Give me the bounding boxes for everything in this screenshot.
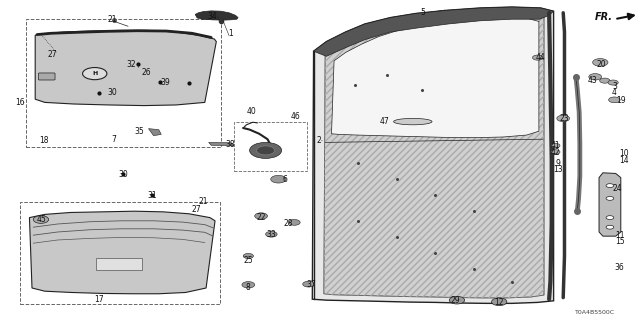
Text: 8: 8 — [246, 284, 251, 292]
Text: 25: 25 — [243, 256, 253, 265]
Circle shape — [593, 59, 608, 66]
Polygon shape — [332, 18, 539, 138]
Circle shape — [449, 296, 465, 304]
Text: 32: 32 — [126, 60, 136, 68]
Text: 45: 45 — [36, 215, 47, 224]
Text: 43: 43 — [587, 76, 597, 84]
Circle shape — [551, 143, 560, 148]
Text: 44: 44 — [536, 53, 546, 62]
Text: 39: 39 — [160, 78, 170, 87]
Text: 1: 1 — [228, 29, 233, 38]
Text: 6: 6 — [282, 175, 287, 184]
Text: 19: 19 — [616, 96, 626, 105]
Text: 7: 7 — [111, 135, 116, 144]
Text: 18: 18 — [39, 136, 48, 145]
Text: 24: 24 — [612, 184, 623, 193]
Polygon shape — [35, 30, 216, 106]
Text: 12: 12 — [495, 298, 504, 307]
Text: FR.: FR. — [595, 12, 613, 22]
Circle shape — [257, 146, 275, 155]
Polygon shape — [195, 11, 238, 20]
Circle shape — [255, 213, 268, 219]
Text: 10: 10 — [619, 149, 629, 158]
Text: 27: 27 — [191, 205, 202, 214]
Text: 21: 21 — [108, 15, 116, 24]
Circle shape — [589, 74, 602, 80]
Polygon shape — [312, 7, 554, 303]
Ellipse shape — [394, 118, 432, 125]
Text: 35: 35 — [134, 127, 144, 136]
Bar — [20, 202, 220, 304]
Polygon shape — [324, 12, 544, 298]
Text: 30: 30 — [107, 88, 117, 97]
Text: 4: 4 — [612, 88, 617, 97]
Text: 3: 3 — [612, 82, 617, 91]
Circle shape — [83, 68, 107, 80]
Text: 26: 26 — [141, 68, 151, 76]
Bar — [26, 19, 221, 147]
Polygon shape — [599, 173, 621, 236]
Circle shape — [303, 281, 314, 287]
Text: 37: 37 — [307, 280, 317, 289]
Text: H: H — [92, 71, 97, 76]
Text: 15: 15 — [614, 237, 625, 246]
Polygon shape — [209, 142, 234, 146]
Circle shape — [492, 298, 507, 306]
Text: 14: 14 — [619, 156, 629, 164]
Text: 21: 21 — [198, 197, 207, 206]
Text: 9: 9 — [556, 159, 561, 168]
Text: 46: 46 — [291, 112, 301, 121]
Circle shape — [606, 225, 614, 229]
Polygon shape — [148, 129, 161, 136]
Text: 33: 33 — [266, 230, 276, 239]
Text: 17: 17 — [94, 295, 104, 304]
Circle shape — [532, 55, 543, 60]
Circle shape — [266, 231, 277, 237]
Text: 38: 38 — [225, 140, 236, 148]
Circle shape — [606, 216, 614, 220]
Text: 13: 13 — [553, 165, 563, 174]
Text: T0A4B5500C: T0A4B5500C — [575, 309, 615, 315]
Text: 20: 20 — [596, 60, 607, 68]
Circle shape — [557, 115, 570, 122]
Circle shape — [242, 282, 255, 288]
Text: 16: 16 — [15, 98, 26, 107]
Circle shape — [606, 184, 614, 188]
Text: 40: 40 — [246, 107, 257, 116]
Circle shape — [600, 78, 610, 83]
Text: 42: 42 — [550, 148, 561, 156]
Text: 47: 47 — [379, 117, 389, 126]
Text: 34: 34 — [207, 12, 218, 20]
Circle shape — [271, 175, 286, 183]
Text: 41: 41 — [550, 141, 561, 150]
Text: 11: 11 — [615, 231, 624, 240]
Text: 31: 31 — [147, 191, 157, 200]
Circle shape — [243, 253, 253, 259]
Text: 30: 30 — [118, 170, 128, 179]
Polygon shape — [314, 7, 554, 56]
Text: 27: 27 — [47, 50, 58, 59]
FancyBboxPatch shape — [38, 73, 55, 80]
Circle shape — [609, 97, 620, 103]
Text: 36: 36 — [614, 263, 625, 272]
Circle shape — [33, 216, 49, 223]
Bar — [234, 122, 307, 171]
Text: 5: 5 — [420, 8, 425, 17]
Text: 22: 22 — [257, 213, 266, 222]
Bar — [96, 258, 142, 270]
Text: 28: 28 — [284, 220, 292, 228]
Text: 2: 2 — [316, 136, 321, 145]
Text: 23: 23 — [559, 114, 570, 123]
Polygon shape — [29, 211, 215, 294]
Text: 29: 29 — [451, 296, 461, 305]
Circle shape — [608, 80, 618, 85]
Circle shape — [289, 220, 300, 225]
Circle shape — [250, 142, 282, 158]
Circle shape — [551, 150, 560, 154]
Circle shape — [606, 196, 614, 200]
